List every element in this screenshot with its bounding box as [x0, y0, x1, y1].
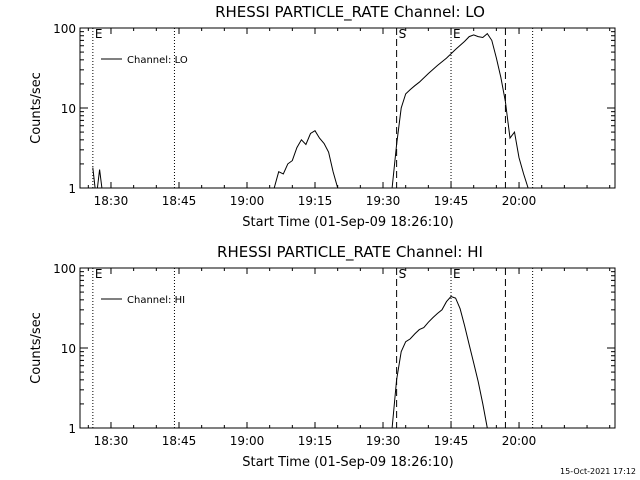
x-tick-label: 18:30 [94, 434, 129, 448]
y-axis-label: Counts/sec [29, 72, 44, 144]
x-tick-label: 20:00 [502, 434, 537, 448]
x-tick-label: 18:45 [162, 194, 197, 208]
x-axis-label: Start Time (01-Sep-09 18:26:10) [242, 455, 453, 470]
series-line [391, 295, 488, 429]
x-tick-label: 18:30 [94, 194, 129, 208]
panel-hi: RHESSI PARTICLE_RATE Channel: HI Counts/… [29, 243, 616, 470]
y-tick-label: 10 [61, 102, 76, 116]
x-tick-label: 19:00 [230, 434, 265, 448]
y-tick-label: 1 [68, 182, 76, 196]
marker-letter: E [453, 267, 461, 281]
y-tick-label: 100 [53, 262, 76, 276]
y-tick-label: 100 [53, 22, 76, 36]
marker-letter: E [95, 27, 103, 41]
chart-title: RHESSI PARTICLE_RATE Channel: HI [217, 243, 483, 262]
legend-label: Channel: LO [127, 55, 188, 66]
footer-timestamp: 15-Oct-2021 17:12 [560, 467, 636, 476]
marker-letter: S [399, 27, 407, 41]
x-tick-label: 19:15 [298, 434, 333, 448]
x-tick-label: 18:45 [162, 434, 197, 448]
chart-title: RHESSI PARTICLE_RATE Channel: LO [215, 3, 485, 22]
x-tick-label: 19:00 [230, 194, 265, 208]
y-tick-label: 1 [68, 422, 76, 436]
x-tick-label: 19:30 [366, 434, 401, 448]
y-axis-label: Counts/sec [29, 312, 44, 384]
series-line [391, 32, 529, 189]
y-tick-label: 10 [61, 342, 76, 356]
legend-label: Channel: HI [127, 295, 185, 306]
x-tick-label: 19:15 [298, 194, 333, 208]
marker-letter: E [95, 267, 103, 281]
marker-letter: E [453, 27, 461, 41]
x-tick-label: 20:00 [502, 194, 537, 208]
series-line [92, 167, 103, 189]
x-axis-label: Start Time (01-Sep-09 18:26:10) [242, 215, 453, 230]
series-line [273, 130, 339, 189]
x-tick-label: 19:45 [434, 434, 469, 448]
plot-frame [79, 27, 616, 189]
x-tick-label: 19:45 [434, 194, 469, 208]
marker-letter: S [399, 267, 407, 281]
panel-lo: RHESSI PARTICLE_RATE Channel: LO Counts/… [29, 3, 616, 230]
plot-frame [79, 267, 616, 429]
x-tick-label: 19:30 [366, 194, 401, 208]
